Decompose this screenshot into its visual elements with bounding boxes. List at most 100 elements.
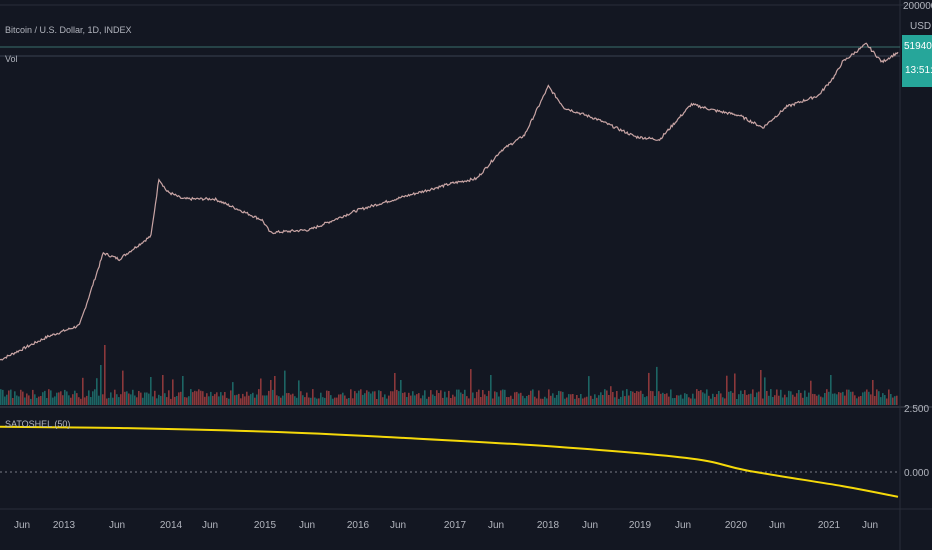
volume-bar <box>82 377 84 405</box>
volume-bar <box>2 389 4 405</box>
price-pane[interactable] <box>0 0 900 406</box>
volume-bar <box>764 377 766 405</box>
volume-bar <box>554 397 556 405</box>
volume-bar <box>442 397 444 405</box>
volume-bar <box>818 394 820 405</box>
volume-bar <box>86 395 88 405</box>
volume-bar <box>686 394 688 405</box>
volume-bar <box>788 390 790 405</box>
indicator-axis-zero: 0.000 <box>904 468 929 479</box>
volume-bar <box>46 398 48 405</box>
volume-bar <box>410 395 412 405</box>
volume-bar <box>242 393 244 405</box>
volume-legend[interactable]: Vol <box>5 54 18 64</box>
volume-bar <box>4 396 6 405</box>
volume-bar <box>790 391 792 405</box>
volume-bar <box>372 391 374 405</box>
volume-bar <box>436 390 438 405</box>
volume-bar <box>424 390 426 405</box>
volume-bar <box>276 395 278 405</box>
volume-bar <box>596 397 598 405</box>
volume-bar <box>650 390 652 405</box>
volume-bar <box>106 398 108 405</box>
volume-bar <box>202 391 204 405</box>
volume-bar <box>782 397 784 405</box>
volume-bar <box>312 389 314 405</box>
volume-bar <box>494 391 496 405</box>
volume-bar <box>288 393 290 405</box>
volume-bar <box>348 398 350 405</box>
price-axis[interactable] <box>900 0 932 550</box>
volume-bar <box>446 397 448 405</box>
volume-bar <box>364 393 366 405</box>
volume-bar <box>286 393 288 405</box>
volume-bar <box>690 398 692 405</box>
time-axis-label: Jun <box>390 520 406 531</box>
volume-bar <box>458 389 460 405</box>
volume-bar <box>134 395 136 405</box>
volume-bar <box>668 396 670 405</box>
volume-bar <box>136 397 138 405</box>
volume-bar <box>336 397 338 405</box>
volume-bar <box>884 395 886 405</box>
volume-bar <box>232 382 234 405</box>
volume-bar <box>16 395 18 405</box>
volume-bar <box>264 395 266 405</box>
volume-bar <box>484 394 486 405</box>
volume-bar <box>724 398 726 405</box>
volume-bar <box>720 393 722 405</box>
volume-bar <box>184 397 186 405</box>
volume-bar <box>88 390 90 405</box>
volume-bar <box>630 391 632 405</box>
volume-bar <box>872 380 874 405</box>
indicator-legend[interactable]: SATOSHEL (50) <box>5 419 70 429</box>
volume-bar <box>610 386 612 405</box>
volume-bar <box>282 395 284 405</box>
volume-bar <box>160 395 162 405</box>
volume-bar <box>752 389 754 405</box>
volume-bar <box>486 396 488 405</box>
volume-bar <box>346 398 348 405</box>
volume-bar <box>616 391 618 405</box>
volume-bar <box>216 392 218 405</box>
volume-bar <box>744 390 746 405</box>
indicator-pane[interactable] <box>0 408 900 508</box>
volume-bar <box>122 370 124 405</box>
volume-bar <box>398 391 400 405</box>
volume-bar <box>426 398 428 405</box>
volume-bar <box>756 392 758 405</box>
volume-bar <box>362 394 364 405</box>
volume-bar <box>598 395 600 405</box>
volume-bar <box>698 391 700 405</box>
time-axis[interactable]: Jun 2013 Jun 2014 Jun 2015 Jun 2016 Jun 2017 Jun 20… <box>14 520 878 531</box>
volume-bar <box>70 397 72 405</box>
volume-bar <box>578 398 580 405</box>
volume-bar <box>576 395 578 405</box>
volume-bar <box>820 396 822 405</box>
volume-bar <box>470 369 472 405</box>
volume-bar <box>386 398 388 405</box>
volume-bar <box>390 391 392 405</box>
volume-bar <box>14 391 16 405</box>
symbol-title[interactable]: Bitcoin / U.S. Dollar, 1D, INDEX <box>5 25 132 35</box>
volume-bar <box>502 389 504 405</box>
volume-bar <box>158 394 160 405</box>
volume-bar <box>412 391 414 405</box>
volume-bar <box>432 394 434 405</box>
volume-bar <box>236 394 238 405</box>
volume-bar <box>676 395 678 405</box>
volume-bar <box>344 395 346 405</box>
volume-bar <box>762 398 764 405</box>
volume-bar <box>112 397 114 405</box>
time-axis-label: Jun <box>202 520 218 531</box>
volume-bar <box>306 392 308 405</box>
volume-bar <box>850 391 852 405</box>
volume-bar <box>20 389 22 405</box>
volume-bar <box>572 394 574 405</box>
volume-bar <box>228 398 230 405</box>
volume-bar <box>670 389 672 405</box>
volume-bar <box>826 389 828 405</box>
volume-bar <box>434 396 436 405</box>
